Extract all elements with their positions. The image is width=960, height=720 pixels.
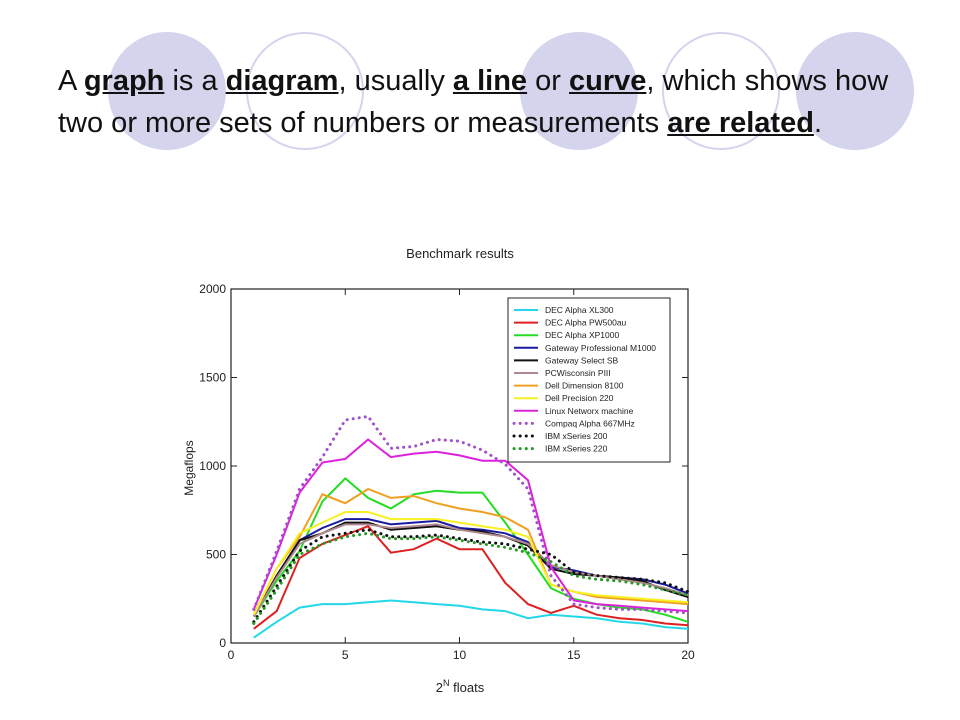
x-tick-label: 10 <box>453 648 467 662</box>
series-line-9 <box>252 438 689 613</box>
term-line: a line <box>452 65 528 97</box>
y-tick-label: 1500 <box>199 371 226 385</box>
x-tick-label: 5 <box>342 648 349 662</box>
decor-circle-5 <box>796 32 914 150</box>
legend-label: IBM xSeries 220 <box>545 444 608 454</box>
decor-circle-2 <box>246 32 364 150</box>
series-line-6 <box>252 523 689 618</box>
x-tick-label: 15 <box>567 648 581 662</box>
y-tick-label: 0 <box>219 636 226 650</box>
slide-heading: A graph is a diagram, usually a line or … <box>58 65 889 139</box>
term-diagram: diagram <box>225 65 339 97</box>
series-line-5 <box>252 521 689 617</box>
legend-label: IBM xSeries 200 <box>545 431 608 441</box>
legend-label: Compaq Alpha 667MHz <box>545 418 635 428</box>
legend-label: DEC Alpha PW500au <box>545 318 627 328</box>
chart-title: Benchmark results <box>406 246 514 261</box>
decor-circle-4 <box>662 32 780 150</box>
legend-label: Dell Dimension 8100 <box>545 381 624 391</box>
legend-label: DEC Alpha XP1000 <box>545 330 619 340</box>
chart-legend: DEC Alpha XL300 DEC Alpha PW500au DEC Alph… <box>507 297 671 463</box>
term-curve: curve <box>569 65 647 97</box>
series-line-11 <box>252 528 690 624</box>
decor-circle-3 <box>520 32 638 150</box>
legend-label: PCWisconsin PIII <box>545 368 611 378</box>
legend-label: Gateway Select SB <box>545 355 619 365</box>
x-axis-label: 2N floats <box>436 678 485 695</box>
legend-label: Gateway Professional M1000 <box>545 343 656 353</box>
decor-circle-1 <box>108 32 226 150</box>
series-line-3 <box>252 477 689 623</box>
x-tick-label: 0 <box>228 648 235 662</box>
legend-label: Linux Networx machine <box>545 406 634 416</box>
term-related: are related <box>667 107 814 139</box>
legend-label: Dell Precision 220 <box>545 393 614 403</box>
series-line-2 <box>253 525 689 630</box>
y-axis-label: Megaflops <box>182 440 196 495</box>
legend-label: DEC Alpha XL300 <box>545 305 614 315</box>
x-tick-label: 20 <box>681 648 695 662</box>
series-line-1 <box>253 599 689 639</box>
y-tick-label: 1000 <box>199 459 226 473</box>
legend-box <box>507 297 671 463</box>
series-line-8 <box>252 511 689 616</box>
term-graph: graph <box>83 65 165 97</box>
y-tick-label: 2000 <box>199 282 226 296</box>
y-tick-label: 500 <box>206 548 226 562</box>
series-line-7 <box>252 487 689 616</box>
series-line-10 <box>252 414 690 615</box>
